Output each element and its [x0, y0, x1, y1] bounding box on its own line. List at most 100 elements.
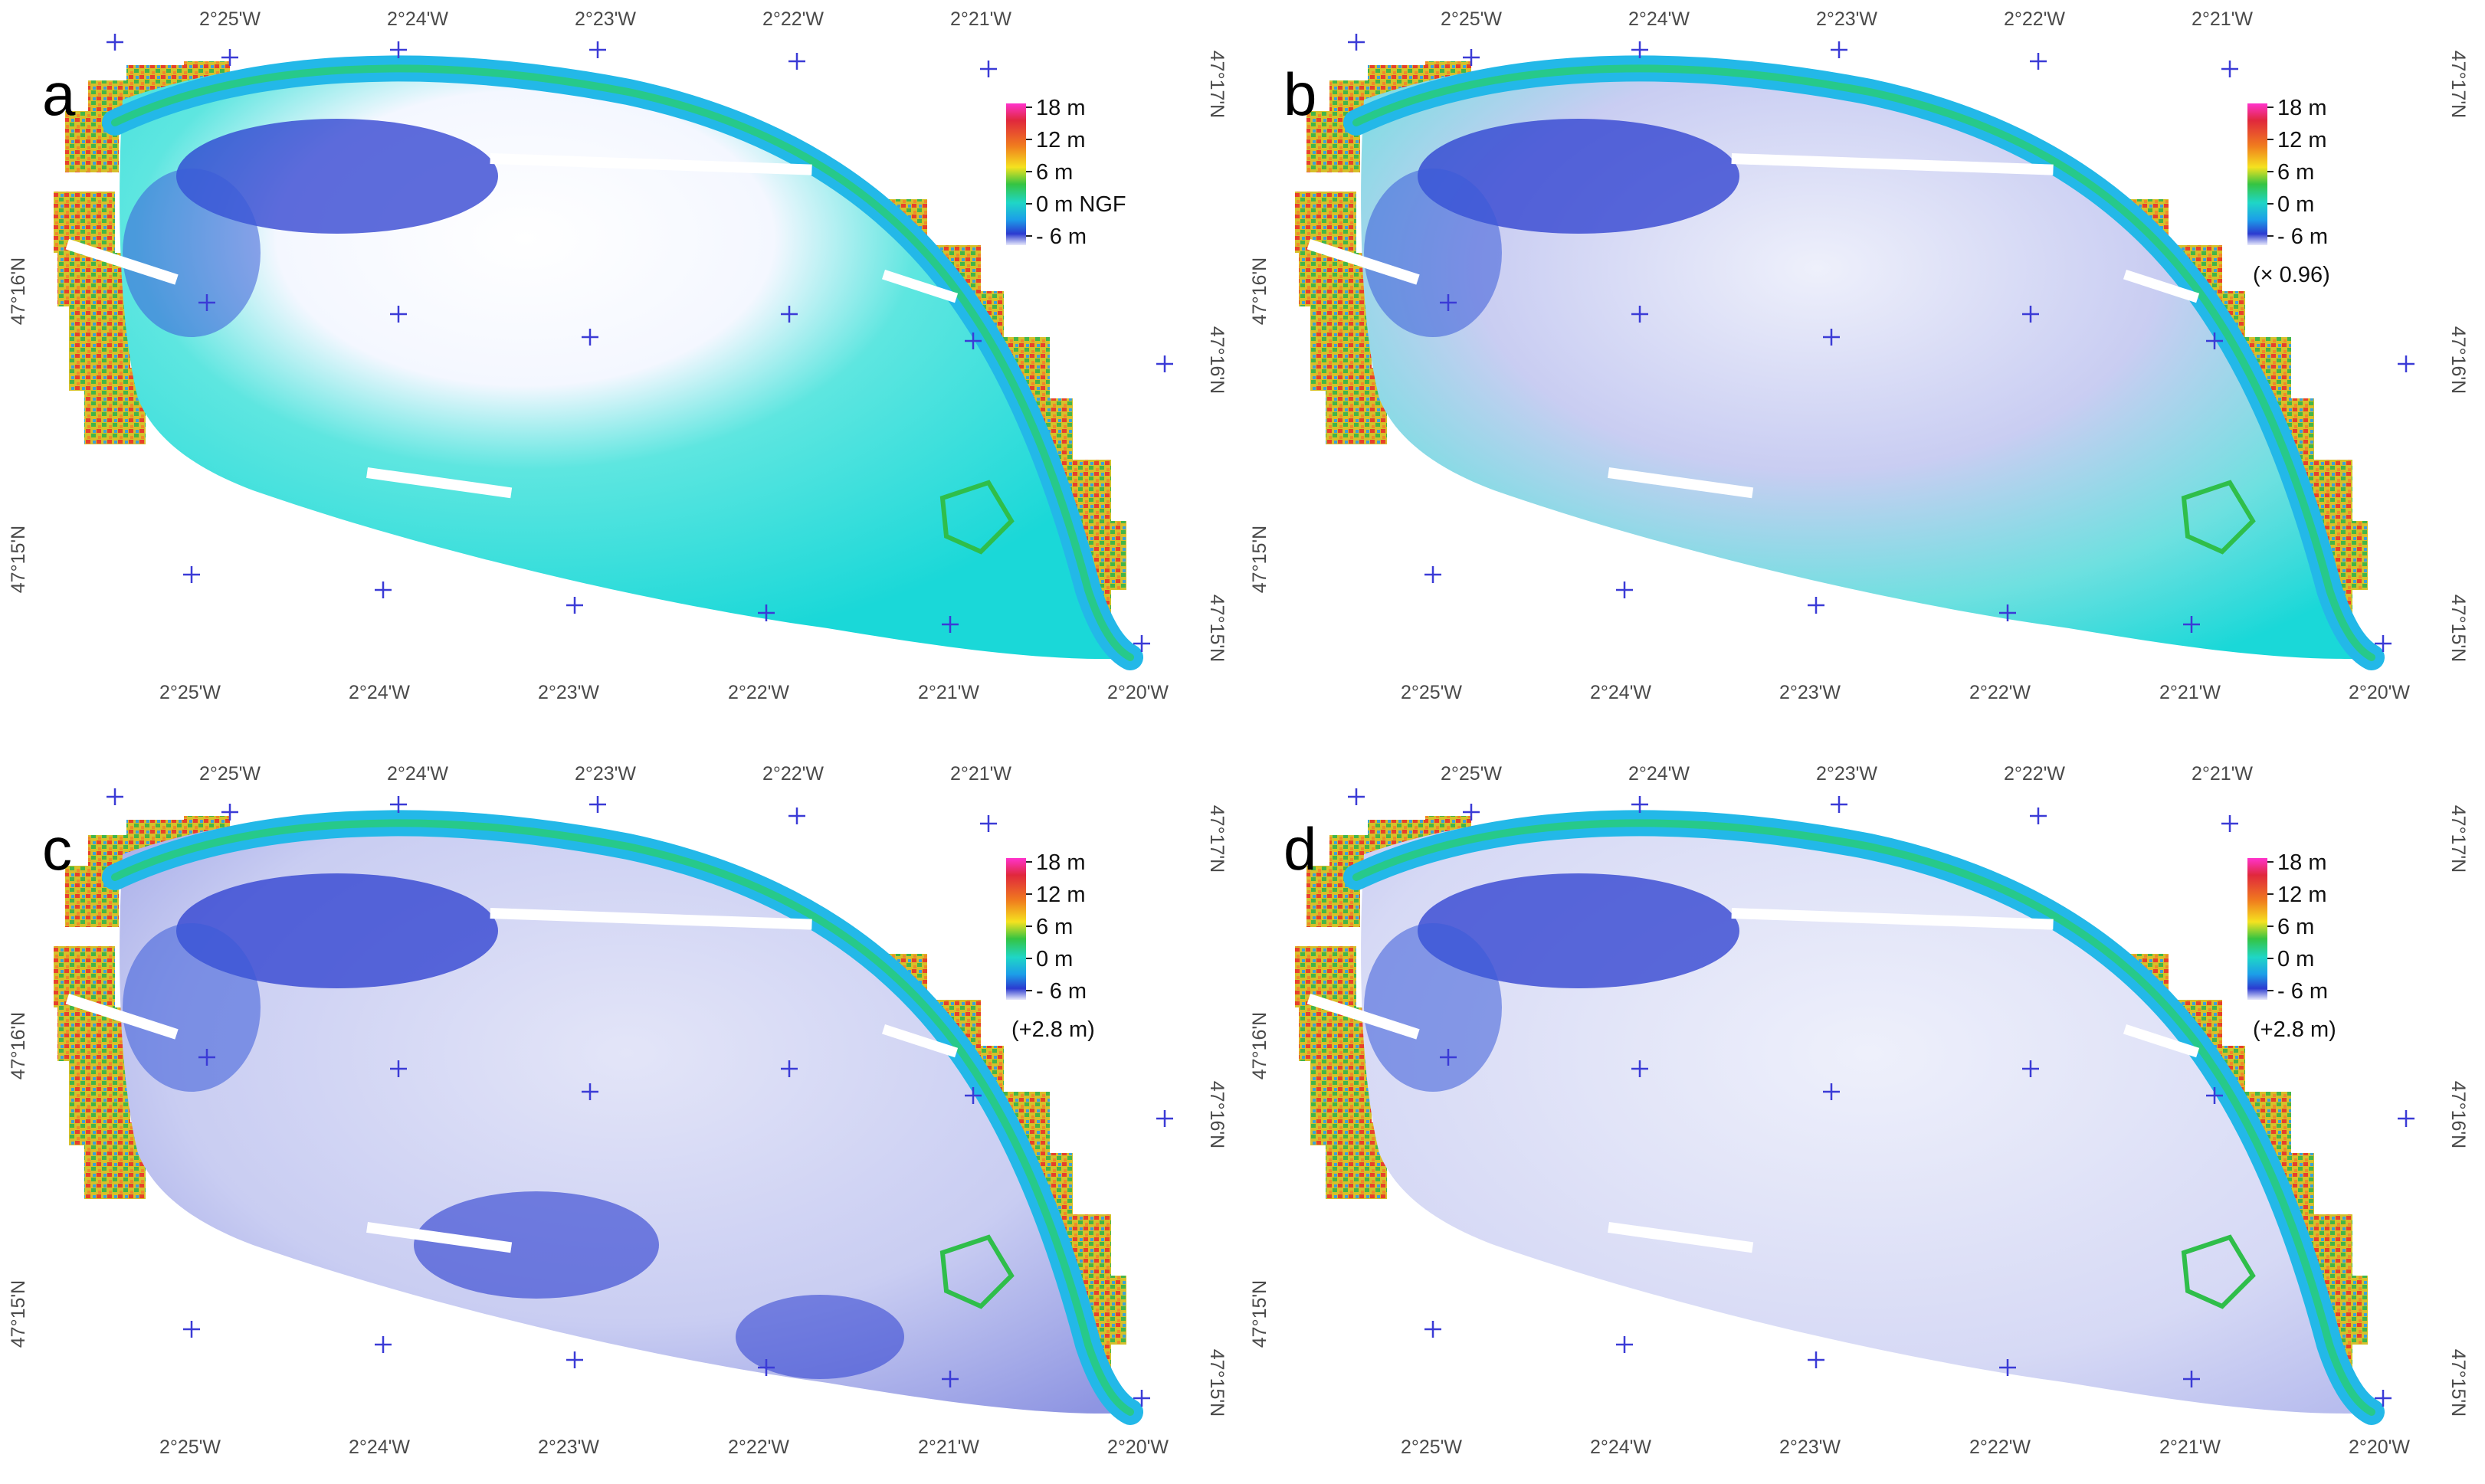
legend-label: - 6 m — [1036, 224, 1087, 249]
longitude-label-bottom: 2°25'W — [1401, 682, 1462, 703]
beach-line — [111, 819, 1134, 1416]
longitude-label-top: 2°21'W — [950, 8, 1011, 30]
longitude-label-bottom: 2°23'W — [538, 682, 599, 703]
deep-channel — [1418, 119, 1739, 234]
longitude-label-bottom: 2°24'W — [349, 1436, 410, 1458]
beach-line — [111, 64, 1134, 661]
data-gap-bar — [2123, 269, 2200, 303]
longitude-label-top: 2°21'W — [2192, 8, 2253, 30]
legend-label: 6 m — [1036, 915, 1073, 939]
longitude-label-top: 2°24'W — [387, 763, 448, 785]
longitude-label-top: 2°22'W — [2004, 8, 2065, 30]
latitude-label-right: 47°16'N — [2447, 1081, 2469, 1148]
harbour-outline — [939, 480, 1015, 555]
map-panel-c: c 2°25'W 2°24'W 2°23'W 2°22'W 2°21'W 2°25'W 2°2… — [8, 763, 1228, 1458]
graticule-crosses — [107, 788, 1173, 1407]
data-gap-bar — [2123, 1024, 2200, 1058]
deep-channel — [1418, 873, 1739, 988]
legend-label: 0 m — [2277, 947, 2314, 971]
land-tile — [54, 946, 115, 1007]
panel-letter: d — [1283, 815, 1316, 883]
color-scale-bar — [1006, 103, 1026, 245]
latitude-label-left: 47°16'N — [1249, 1012, 1270, 1079]
legend-note: (× 0.96) — [2253, 263, 2330, 287]
longitude-label-bottom: 2°25'W — [1401, 1436, 1462, 1458]
color-legend: 18 m 12 m 6 m 0 m - 6 m (+2.8 m) — [2247, 850, 2336, 1042]
data-gap-bar — [366, 467, 513, 499]
deep-area-west — [1364, 923, 1502, 1092]
longitude-label-bottom: 2°21'W — [918, 1436, 979, 1458]
latitude-label-right: 47°17'N — [2447, 805, 2469, 873]
longitude-label-top: 2°25'W — [199, 8, 261, 30]
data-gap-bar — [65, 239, 179, 285]
deep-patch — [736, 1295, 904, 1379]
legend-label: 0 m — [1036, 947, 1073, 971]
data-gap-bar — [366, 1222, 513, 1253]
land-tile — [1295, 192, 1356, 253]
longitude-label-top: 2°23'W — [575, 763, 636, 785]
latitude-label-right: 47°16'N — [1206, 1081, 1228, 1148]
latitude-label-right: 47°17'N — [1206, 805, 1228, 873]
legend-label: 6 m — [1036, 160, 1073, 185]
land-tile — [1295, 946, 1356, 1007]
longitude-label-bottom: 2°25'W — [159, 1436, 221, 1458]
beach-line — [1352, 819, 2375, 1416]
longitude-label-top: 2°24'W — [1628, 763, 1690, 785]
longitude-label-bottom: 2°24'W — [1590, 1436, 1651, 1458]
longitude-label-top: 2°24'W — [387, 8, 448, 30]
longitude-label-top: 2°22'W — [762, 8, 824, 30]
latitude-label-right: 47°17'N — [1206, 51, 1228, 118]
latitude-label-right: 47°15'N — [1206, 595, 1228, 662]
land-tile — [54, 192, 115, 253]
legend-label: 18 m — [1036, 850, 1085, 875]
legend-label: - 6 m — [2277, 224, 2328, 249]
data-gap-bar — [881, 269, 959, 303]
longitude-label-top: 2°21'W — [2192, 763, 2253, 785]
map-panel-b: b 2°25'W 2°24'W 2°23'W 2°22'W 2°21'W 2°25'W 2°2… — [1249, 8, 2469, 703]
longitude-label-top: 2°24'W — [1628, 8, 1690, 30]
legend-label: 12 m — [1036, 883, 1085, 907]
graticule-crosses — [1348, 34, 2415, 652]
legend-label: 12 m — [1036, 128, 1085, 152]
longitude-label-bottom: 2°20'W — [2349, 1436, 2410, 1458]
latitude-label-right: 47°15'N — [1206, 1349, 1228, 1417]
longitude-label-bottom: 2°23'W — [1779, 682, 1841, 703]
longitude-label-bottom: 2°25'W — [159, 682, 221, 703]
legend-note: (+2.8 m) — [1011, 1017, 1095, 1042]
longitude-label-bottom: 2°20'W — [1107, 1436, 1169, 1458]
beach-line — [1352, 64, 2375, 661]
deep-channel — [176, 873, 498, 988]
data-gap-bar — [881, 1024, 959, 1058]
latitude-label-right: 47°17'N — [2447, 51, 2469, 118]
data-gap-bar — [490, 908, 812, 930]
longitude-label-top: 2°25'W — [1441, 8, 1502, 30]
longitude-label-bottom: 2°22'W — [1969, 682, 2031, 703]
latitude-label-right: 47°15'N — [2447, 1349, 2469, 1417]
data-gap-bar — [1306, 994, 1420, 1040]
legend-label: 18 m — [1036, 96, 1085, 120]
data-gap-bar — [1731, 908, 2054, 930]
longitude-label-bottom: 2°24'W — [1590, 682, 1651, 703]
longitude-label-top: 2°22'W — [762, 763, 824, 785]
legend-label: 0 m NGF — [1036, 192, 1126, 217]
legend-label: 18 m — [2277, 850, 2326, 875]
longitude-label-bottom: 2°20'W — [1107, 682, 1169, 703]
map-panel-a: a 2°25'W 2°24'W 2°23'W 2°22'W 2°21'W 2°25'W 2°2… — [8, 8, 1228, 703]
deep-channel — [176, 119, 498, 234]
longitude-label-top: 2°25'W — [1441, 763, 1502, 785]
latitude-label-left: 47°15'N — [1249, 1280, 1270, 1348]
longitude-label-top: 2°25'W — [199, 763, 261, 785]
map-panel-d: d 2°25'W 2°24'W 2°23'W 2°22'W 2°21'W 2°25'W 2°2… — [1249, 763, 2469, 1458]
longitude-label-bottom: 2°23'W — [538, 1436, 599, 1458]
latitude-label-left: 47°15'N — [8, 1280, 29, 1348]
panel-letter: c — [42, 815, 72, 883]
longitude-label-bottom: 2°21'W — [2159, 1436, 2221, 1458]
longitude-label-bottom: 2°22'W — [1969, 1436, 2031, 1458]
longitude-label-bottom: 2°24'W — [349, 682, 410, 703]
legend-label: 12 m — [2277, 128, 2326, 152]
harbour-outline — [939, 1234, 1015, 1309]
data-gap-bar — [1731, 153, 2054, 175]
legend-label: - 6 m — [1036, 979, 1087, 1004]
deep-area-west — [1364, 169, 1502, 337]
